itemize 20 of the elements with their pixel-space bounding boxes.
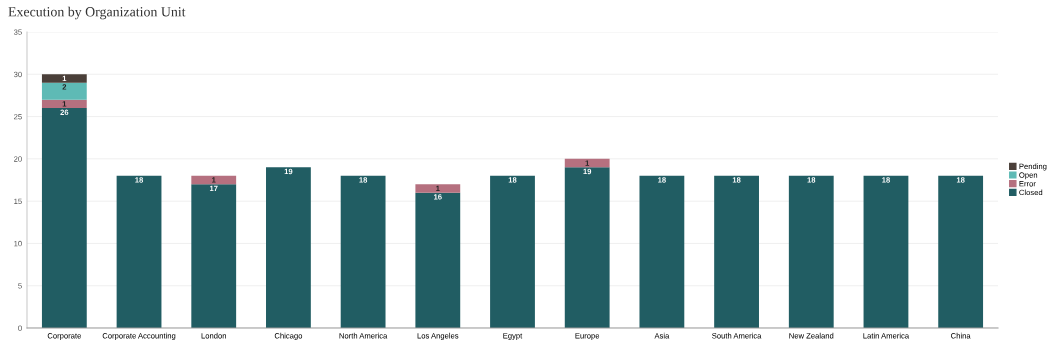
bar xyxy=(191,175,237,185)
bar xyxy=(340,175,386,328)
bar xyxy=(564,167,610,328)
bar xyxy=(41,99,87,109)
bar xyxy=(266,167,311,328)
bar xyxy=(863,175,909,328)
bar xyxy=(41,108,87,328)
bar xyxy=(564,158,610,168)
chart-title: Execution by Organization Unit xyxy=(8,6,186,20)
bar xyxy=(788,175,834,328)
bar xyxy=(41,82,87,100)
bar xyxy=(938,175,984,328)
bar xyxy=(490,175,535,328)
bar xyxy=(41,74,87,83)
bar xyxy=(415,192,461,328)
bar xyxy=(415,184,461,193)
bar xyxy=(191,184,237,328)
bar xyxy=(639,175,685,328)
bar xyxy=(714,175,759,328)
bar xyxy=(116,175,162,328)
